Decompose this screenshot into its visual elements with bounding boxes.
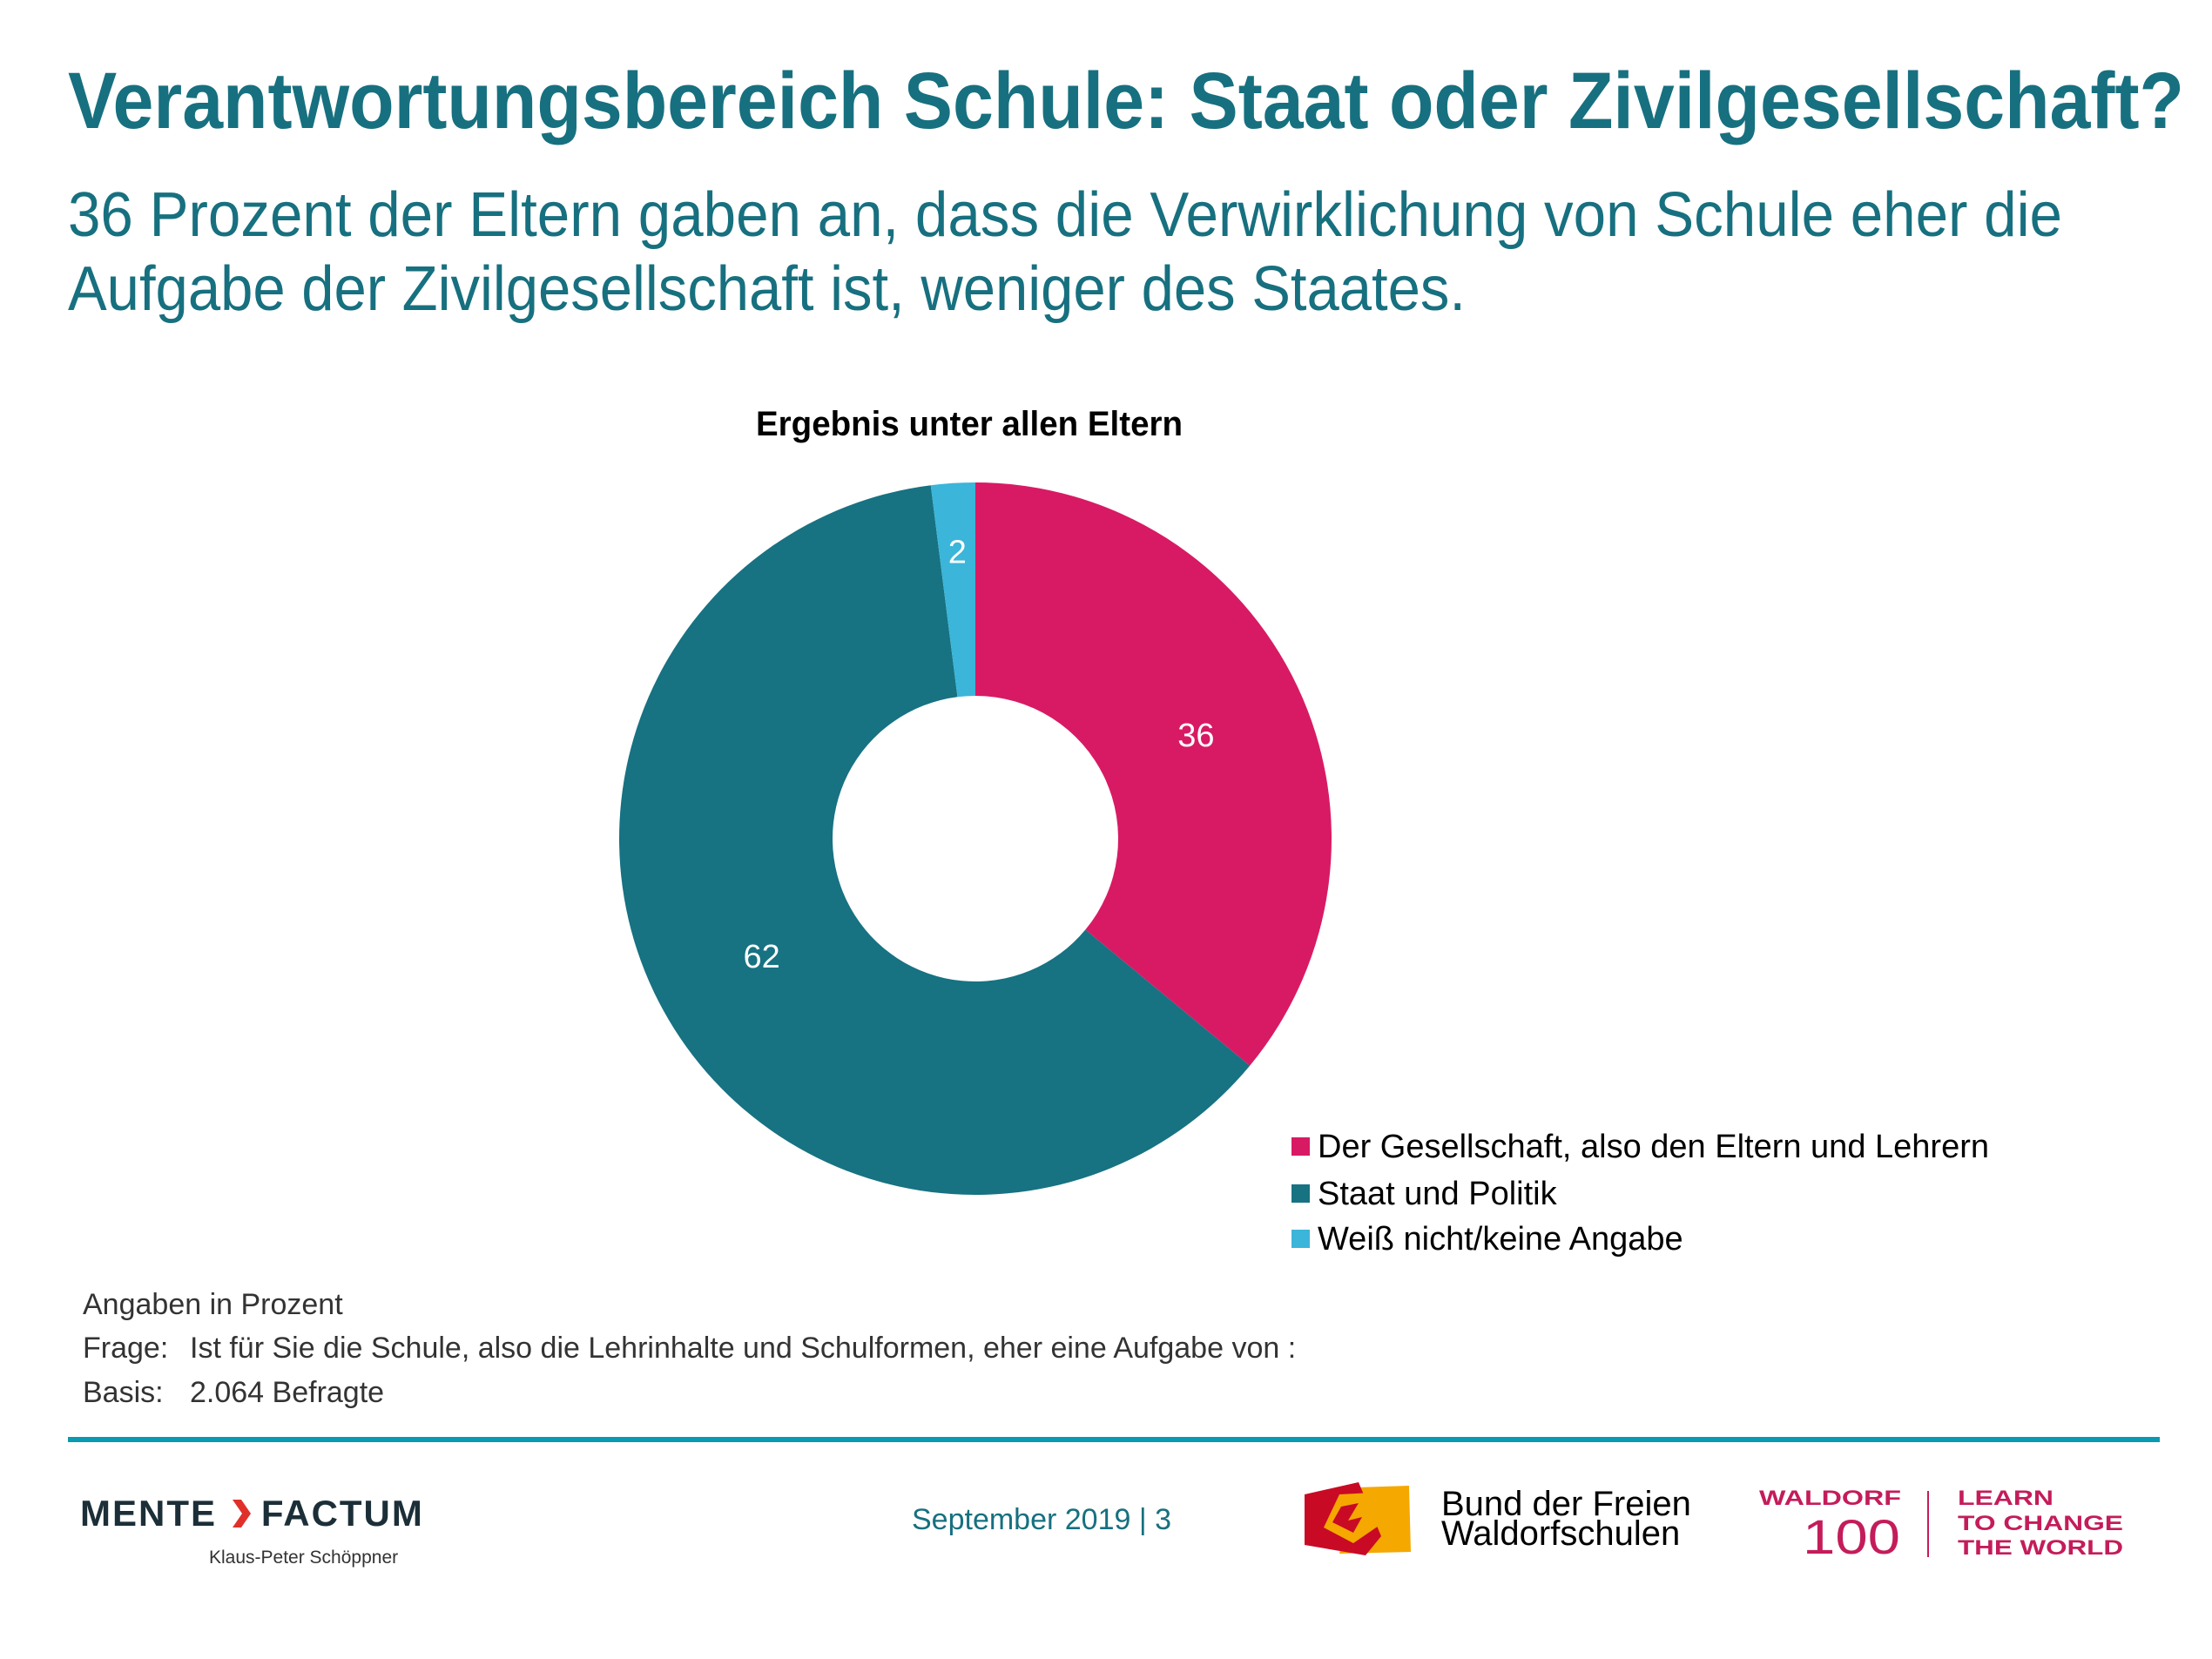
donut-slices xyxy=(619,482,1332,1195)
slogan-line-1-text: LEARN xyxy=(1958,1487,2054,1510)
slogan-line-3-text: THE WORLD xyxy=(1958,1536,2123,1560)
basis-label: Basis: xyxy=(83,1376,164,1409)
legend-label-weiss-nicht: Weiß nicht/keine Angabe xyxy=(1318,1221,1683,1258)
factum-word: FACTUM xyxy=(260,1493,424,1534)
page-title-text: Verantwortungsbereich Schule: Staat oder… xyxy=(68,57,2184,145)
donut-slice-labels: 36 62 2 xyxy=(743,535,1214,975)
waldorf100-divider xyxy=(1927,1491,1929,1557)
slogan-line-3: THE WORLD xyxy=(1958,1537,2123,1560)
question-label: Frage: xyxy=(83,1332,169,1365)
bund-logo-text-line-1: Bund der Freien xyxy=(1441,1485,1691,1523)
legend-label-staat: Staat und Politik xyxy=(1318,1176,1557,1212)
page-subtitle-line-2: Aufgabe der Zivilgesellschaft ist, wenig… xyxy=(68,253,1570,326)
chart-title: Ergebnis unter allen Eltern xyxy=(756,403,1199,445)
mente-factum-logo: MENTE FACTUM xyxy=(80,1494,424,1533)
donut-chart: 36 62 2 xyxy=(619,482,1332,1195)
basis-note: Basis: 2.064 Befragte xyxy=(83,1375,384,1410)
page-subtitle-line-1: 36 Prozent der Eltern gaben an, dass die… xyxy=(68,179,2202,252)
legend-swatch-gesellschaft xyxy=(1291,1137,1310,1156)
slice-label-gesellschaft: 36 xyxy=(1177,718,1214,754)
question-text: Ist für Sie die Schule, also die Lehrinh… xyxy=(190,1332,1297,1365)
chevron-right-icon xyxy=(233,1500,252,1527)
legend-label-gesellschaft: Der Gesellschaft, also den Eltern und Le… xyxy=(1318,1129,1989,1165)
bund-logo-icon xyxy=(1305,1482,1411,1555)
mente-factum-author: Klaus-Peter Schöppner xyxy=(209,1548,399,1568)
mente-word: MENTE xyxy=(80,1493,217,1534)
slice-label-weiss-nicht: 2 xyxy=(948,535,967,571)
question-note: Frage: Ist für Sie die Schule, also die … xyxy=(83,1331,1296,1366)
slogan-line-2-text: TO CHANGE xyxy=(1958,1512,2123,1535)
slice-label-staat: 62 xyxy=(743,939,779,975)
slogan-line-1: LEARN xyxy=(1958,1487,2054,1510)
footer-date-page: September 2019 | 3 xyxy=(912,1503,1172,1536)
waldorf100-number-mark: 100 xyxy=(1803,1515,1900,1557)
page-title: Verantwortungsbereich Schule: Staat oder… xyxy=(68,57,2212,145)
donut-slice-weiss-nicht xyxy=(930,482,975,698)
subtitle-line-2-text: Aufgabe der Zivilgesellschaft ist, wenig… xyxy=(68,254,1466,324)
footer-divider xyxy=(68,1437,2160,1442)
donut-slice-gesellschaft xyxy=(975,482,1332,1066)
chart-title-text: Ergebnis unter allen Eltern xyxy=(756,405,1183,443)
legend-swatch-weiss-nicht xyxy=(1291,1230,1310,1248)
waldorf100-number: 100 xyxy=(1803,1515,1900,1557)
legend-swatch-staat xyxy=(1291,1184,1310,1203)
donut-slice-staat xyxy=(619,485,1251,1195)
waldorf100-word-text: WALDORF xyxy=(1759,1487,1901,1510)
slogan-line-2: TO CHANGE xyxy=(1958,1513,2123,1535)
waldorf100-word: WALDORF xyxy=(1759,1487,1901,1510)
bund-logo-text-line-2: Waldorfschulen xyxy=(1441,1514,1681,1553)
basis-text: 2.064 Befragte xyxy=(190,1376,385,1409)
subtitle-line-1-text: 36 Prozent der Eltern gaben an, dass die… xyxy=(68,180,2062,250)
unit-note: Angaben in Prozent xyxy=(83,1288,343,1321)
